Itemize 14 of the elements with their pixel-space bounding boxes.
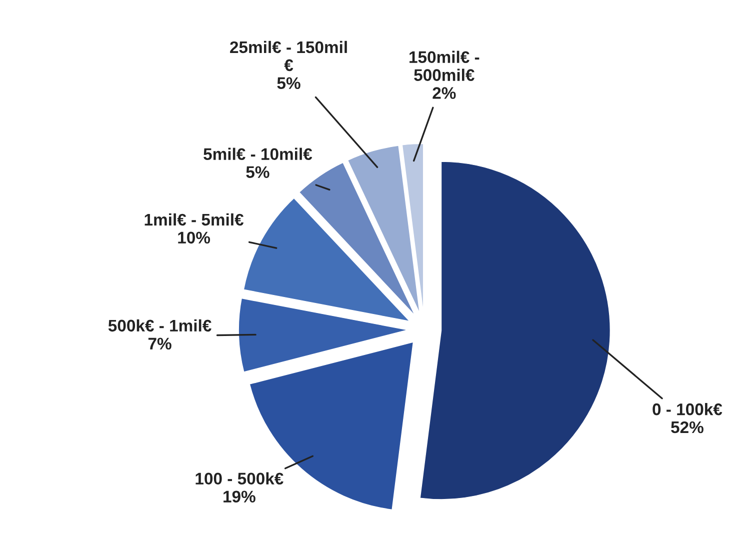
slice-label: 100 - 500k€ xyxy=(196,472,284,485)
data-label: 7% xyxy=(148,338,172,350)
data-label: 10% xyxy=(178,232,210,244)
slice-label: 1mil€ - 5mil€ xyxy=(144,213,244,226)
data-label: 52% xyxy=(671,421,704,434)
data-label: 19% xyxy=(224,490,256,503)
data-label: 2% xyxy=(432,87,456,99)
slice-label: 0 - 100k€ xyxy=(652,402,722,416)
data-label: 5% xyxy=(246,166,270,178)
slice-label: 25mil€ - 150mil € xyxy=(230,40,347,72)
slice-label: 500k€ - 1mil€ xyxy=(108,319,212,332)
slice-label: 5mil€ - 10mil€ xyxy=(204,148,312,160)
slice-label: 150mil€ - 500mil€ xyxy=(410,50,480,81)
data-label: 5% xyxy=(277,77,300,90)
